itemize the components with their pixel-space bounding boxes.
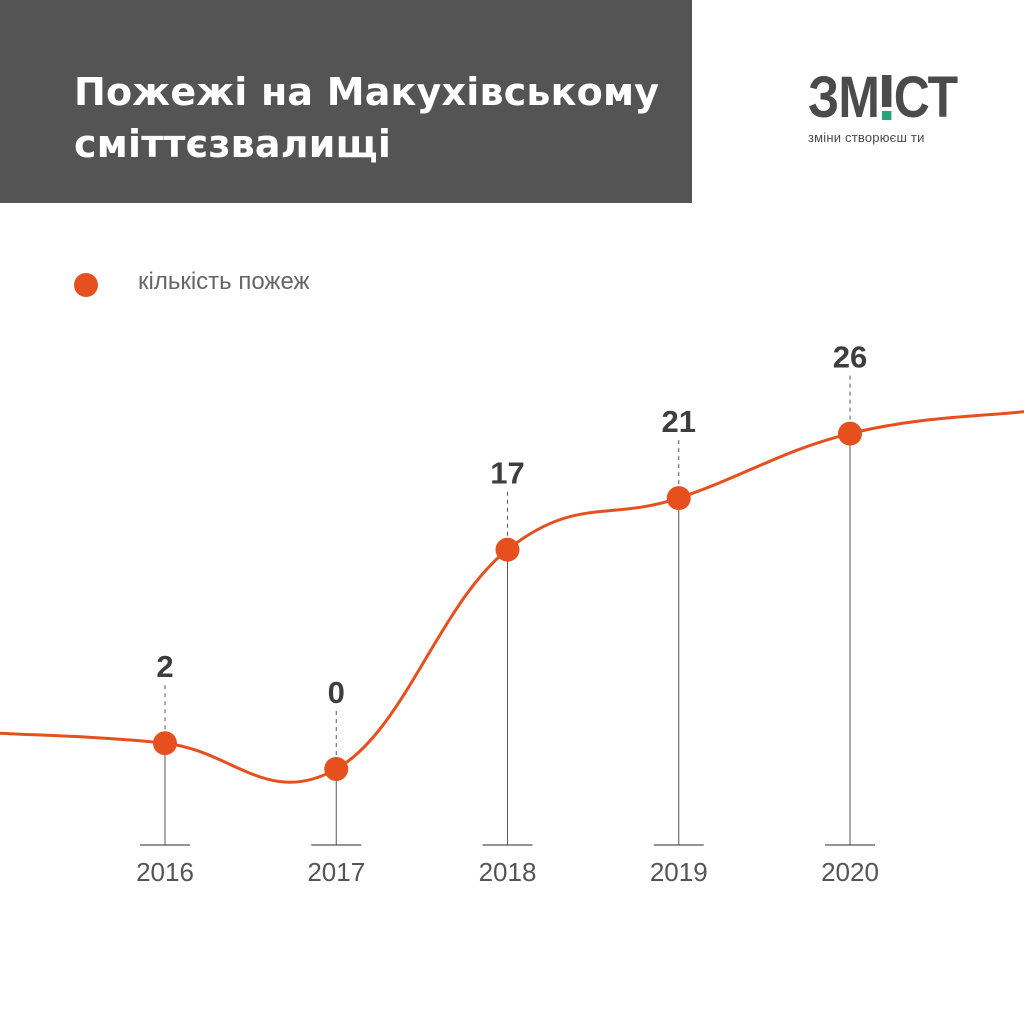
x-tick-label: 2020 xyxy=(821,857,879,887)
data-label: 2 xyxy=(156,649,173,684)
title-banner: Пожежі на Макухівському сміттєзвалищі xyxy=(0,0,692,203)
logo-word-left: ЗМ xyxy=(808,65,880,130)
x-tick-label: 2016 xyxy=(136,857,194,887)
data-point xyxy=(324,757,349,781)
x-tick-label: 2018 xyxy=(479,857,537,887)
data-label: 0 xyxy=(328,675,345,710)
data-label: 21 xyxy=(662,404,696,439)
logo-tagline: зміни створюєш ти xyxy=(808,130,925,145)
data-label: 26 xyxy=(833,340,867,375)
logo-green-dot xyxy=(881,111,892,120)
chart-title: Пожежі на Макухівському сміттєзвалищі xyxy=(74,70,660,166)
data-point xyxy=(666,486,691,511)
logo-word-right: СТ xyxy=(893,65,958,130)
data-point xyxy=(495,537,520,562)
logo-wordmark: ЗМ СТ xyxy=(808,65,958,130)
data-point xyxy=(838,421,862,446)
data-point xyxy=(153,731,177,756)
x-tick-label: 2017 xyxy=(307,857,365,887)
legend-marker xyxy=(74,273,98,297)
zmist-logo: ЗМ СТ зміни створюєш ти xyxy=(808,65,958,152)
x-tick-label: 2019 xyxy=(650,857,708,887)
legend-label: кількість пожеж xyxy=(138,268,310,295)
data-label: 17 xyxy=(490,456,524,491)
logo-exclamation-mark xyxy=(881,72,892,124)
